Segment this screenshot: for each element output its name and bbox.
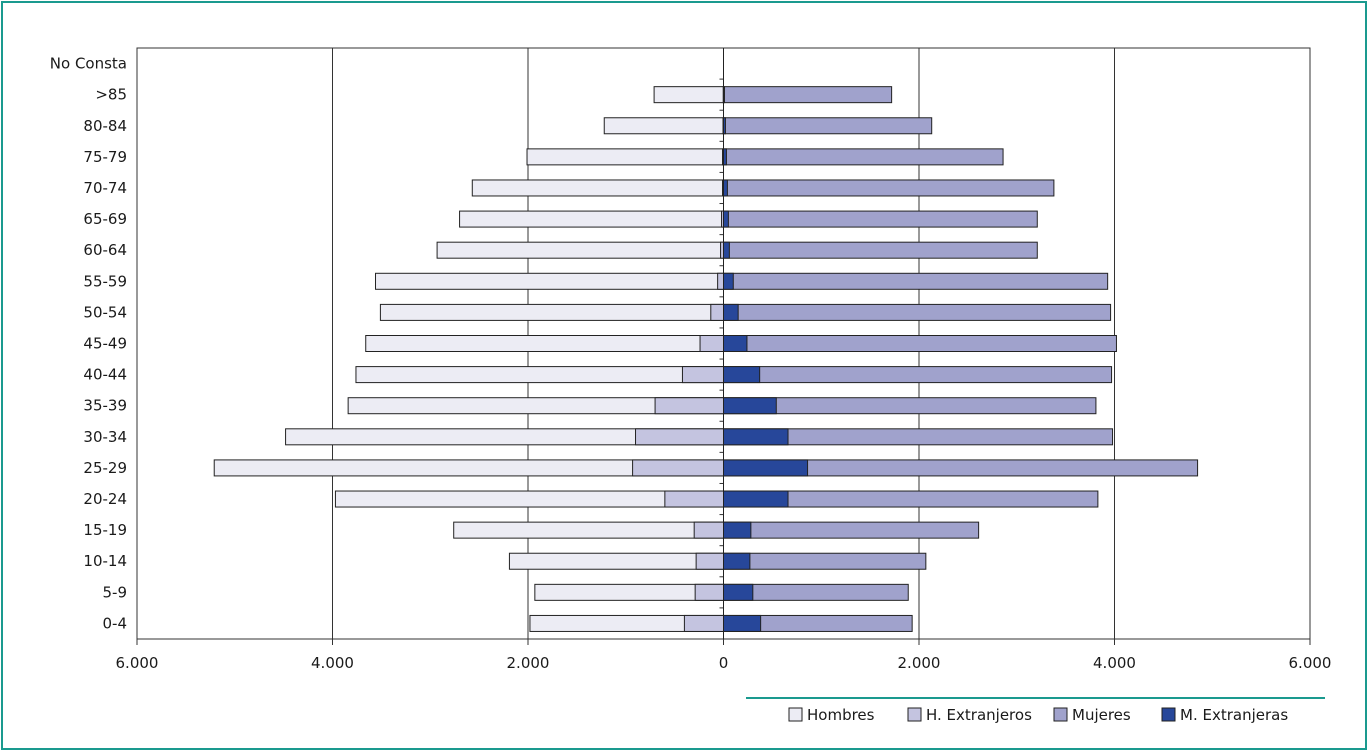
- bar-m-extranjeras: [723, 179, 728, 197]
- bar-h-extranjeros: [683, 614, 725, 632]
- category-label: 60-64: [83, 241, 127, 259]
- bar-m-extranjeras: [723, 614, 762, 632]
- x-tick-label: 6.000: [1289, 654, 1332, 672]
- legend-label: Hombres: [807, 706, 875, 724]
- legend-swatch: [907, 707, 922, 722]
- legend-swatch: [1053, 707, 1068, 722]
- x-tick-label: 4.000: [311, 654, 354, 672]
- category-label: 15-19: [83, 521, 127, 539]
- legend-label: H. Extranjeros: [926, 706, 1032, 724]
- category-labels: 0-4 5-9 10-14 15-19 20-24 25-29 30-34 35-39 40-4…: [50, 55, 127, 633]
- bar-mujeres: [723, 179, 1055, 197]
- category-label: 45-49: [83, 335, 127, 353]
- category-label: 5-9: [103, 583, 128, 601]
- bar-hombres: [603, 117, 724, 135]
- x-tick-label: 2.000: [898, 654, 941, 672]
- bars: [213, 86, 1199, 632]
- bar-m-extranjeras: [723, 210, 729, 228]
- category-label: 75-79: [83, 148, 127, 166]
- bar-m-extranjeras: [723, 428, 789, 446]
- x-tick-label: 6.000: [116, 654, 159, 672]
- category-label: 70-74: [83, 179, 127, 197]
- bar-hombres: [526, 148, 725, 166]
- category-label: 55-59: [83, 272, 127, 290]
- bar-hombres: [365, 335, 724, 352]
- bar-hombres: [379, 303, 724, 321]
- legend-label: Mujeres: [1072, 706, 1131, 724]
- bar-h-extranjeros: [664, 490, 724, 508]
- category-label: 80-84: [83, 117, 127, 135]
- x-tick-labels: 6.000 4.000 2.000 0 2.000 4.000 6.000: [116, 654, 1332, 672]
- bar-mujeres: [723, 303, 1112, 321]
- bar-hombres: [508, 552, 724, 570]
- bar-mujeres: [723, 552, 927, 570]
- bar-h-extranjeros: [693, 521, 724, 539]
- bar-h-extranjeros: [632, 459, 725, 477]
- category-label: 20-24: [83, 490, 127, 508]
- bar-mujeres: [723, 521, 980, 539]
- bar-hombres: [453, 521, 724, 539]
- bar-m-extranjeras: [723, 241, 730, 259]
- category-label: 40-44: [83, 366, 127, 384]
- bar-h-extranjeros: [694, 583, 725, 601]
- bar-h-extranjeros: [681, 366, 725, 384]
- bar-mujeres: [723, 335, 1117, 352]
- bar-m-extranjeras: [723, 552, 751, 570]
- bar-hombres: [459, 210, 724, 228]
- bar-m-extranjeras: [723, 459, 809, 477]
- category-label: 35-39: [83, 397, 127, 415]
- bar-m-extranjeras: [723, 303, 739, 321]
- bar-m-extranjeras: [723, 521, 752, 539]
- bar-m-extranjeras: [723, 117, 726, 135]
- bar-m-extranjeras: [723, 272, 734, 290]
- bar-h-extranjeros: [710, 303, 724, 321]
- x-tick-label: 4.000: [1093, 654, 1136, 672]
- category-label: 50-54: [83, 303, 127, 321]
- bar-hombres: [375, 272, 724, 290]
- bar-mujeres: [723, 148, 1004, 166]
- bar-mujeres: [723, 366, 1113, 384]
- legend: Hombres H. Extranjeros Mujeres M. Extranjer…: [788, 706, 1288, 724]
- bar-m-extranjeras: [723, 86, 725, 104]
- category-label: >85: [95, 86, 127, 104]
- bar-m-extranjeras: [723, 490, 789, 508]
- category-label: 65-69: [83, 210, 127, 228]
- bar-hombres: [471, 179, 724, 197]
- bar-mujeres: [723, 86, 893, 104]
- bar-h-extranjeros: [699, 335, 724, 352]
- x-tick-label: 2.000: [507, 654, 550, 672]
- category-label: 10-14: [83, 552, 127, 570]
- bar-m-extranjeras: [723, 335, 748, 352]
- bar-m-extranjeras: [723, 366, 761, 384]
- legend-swatch: [1161, 707, 1176, 722]
- legend-label: M. Extranjeras: [1180, 706, 1288, 724]
- bar-mujeres: [723, 272, 1109, 290]
- category-label: 0-4: [103, 614, 128, 632]
- bar-mujeres: [723, 397, 1097, 415]
- bar-h-extranjeros: [695, 552, 725, 570]
- bar-hombres: [653, 86, 724, 104]
- bar-hombres: [355, 366, 724, 384]
- bar-m-extranjeras: [723, 397, 777, 415]
- bar-mujeres: [723, 241, 1038, 259]
- bar-mujeres: [723, 210, 1038, 228]
- bar-mujeres: [723, 117, 933, 135]
- category-label: 30-34: [83, 428, 127, 446]
- category-label: 25-29: [83, 459, 127, 477]
- bar-hombres: [436, 241, 724, 259]
- bar-h-extranjeros: [654, 397, 725, 415]
- category-label: No Consta: [50, 55, 127, 73]
- bar-h-extranjeros: [635, 428, 725, 446]
- bar-m-extranjeras: [723, 148, 727, 166]
- x-tick-label: 0: [719, 654, 729, 672]
- bar-m-extranjeras: [723, 583, 754, 601]
- bar-h-extranjeros: [717, 272, 725, 290]
- legend-swatch: [788, 707, 803, 722]
